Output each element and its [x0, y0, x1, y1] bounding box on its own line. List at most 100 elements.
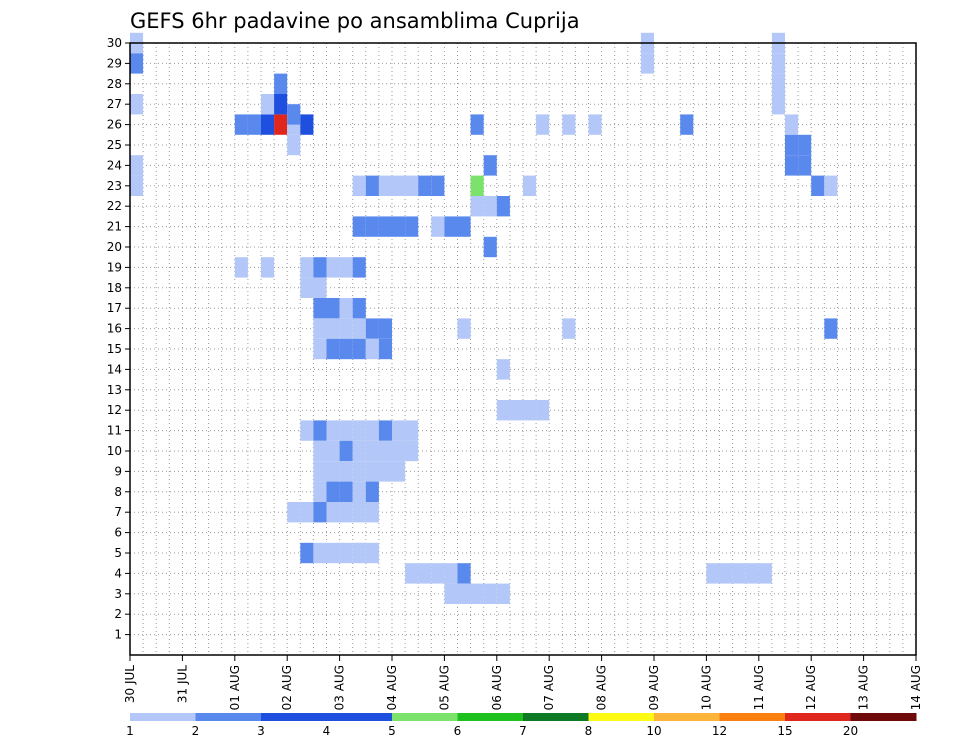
precip-cell [287, 502, 301, 523]
precip-cell [313, 542, 327, 564]
precip-cell [313, 481, 327, 502]
colorbar-label: 8 [585, 724, 593, 738]
colorbar-swatch [588, 713, 655, 721]
precip-cell [378, 420, 392, 441]
x-tick-label: 30 JUL [123, 665, 137, 703]
x-tick-label: 09 AUG [647, 665, 661, 710]
precip-cell [509, 400, 523, 421]
precip-cell [798, 134, 812, 156]
precip-cell [300, 420, 314, 441]
precip-cell [326, 502, 340, 523]
precip-cell [326, 461, 340, 482]
precip-cell [274, 94, 288, 115]
precip-cell [470, 114, 484, 135]
precip-cell [287, 104, 301, 125]
precip-cell [234, 114, 248, 135]
y-tick-label: 3 [114, 587, 122, 601]
precip-cell [365, 440, 379, 462]
precip-cells [130, 32, 838, 604]
precip-cell [313, 420, 327, 441]
x-tick-label: 13 AUG [857, 665, 871, 710]
precip-cell [339, 257, 353, 278]
precip-cell [680, 114, 694, 135]
precip-cell [326, 440, 340, 462]
precip-cell [536, 114, 550, 135]
precip-cell [470, 175, 484, 196]
precip-cell [326, 318, 340, 339]
precip-cell [339, 502, 353, 523]
precip-cell [130, 175, 144, 196]
grid-lines [130, 43, 916, 655]
precip-cell [352, 502, 366, 523]
y-tick-label: 20 [107, 240, 122, 254]
colorbar-label: 15 [777, 724, 792, 738]
precip-cell [130, 53, 144, 74]
precip-cell [444, 583, 458, 604]
colorbar: 1 2 3 4 5 6 7 8 10 12 15 20 [126, 713, 917, 738]
y-tick-label: 1 [114, 628, 122, 642]
precip-cell [457, 216, 471, 237]
precip-cell [588, 114, 602, 135]
precip-cell [444, 216, 458, 237]
precip-cell [300, 114, 314, 135]
x-tick-label: 03 AUG [333, 665, 347, 710]
precip-cell [771, 94, 785, 115]
precip-cell [300, 542, 314, 564]
y-tick-label: 21 [107, 220, 122, 234]
colorbar-swatch [523, 713, 589, 721]
precip-cell [444, 563, 458, 584]
y-tick-label: 6 [114, 526, 122, 540]
x-tick-label: 10 AUG [699, 665, 713, 710]
precip-cell [392, 420, 406, 441]
precip-cell [431, 175, 445, 196]
x-tick-label: 06 AUG [490, 665, 504, 710]
colorbar-label: 10 [646, 724, 661, 738]
precip-cell [745, 563, 759, 584]
precip-cell [405, 175, 419, 196]
precip-cell [392, 175, 406, 196]
y-tick-label: 11 [107, 424, 122, 438]
y-tick-label: 13 [107, 383, 122, 397]
y-tick-label: 12 [107, 403, 122, 417]
precip-cell [300, 277, 314, 298]
y-tick-label: 7 [114, 505, 122, 519]
precip-cell [365, 461, 379, 482]
precip-cell [719, 563, 733, 584]
precip-cell [470, 583, 484, 604]
y-tick-label: 27 [107, 97, 122, 111]
colorbar-swatch [654, 713, 720, 721]
y-tick-label: 10 [107, 444, 122, 458]
y-tick-label: 18 [107, 281, 122, 295]
precip-cell [339, 338, 353, 360]
precip-cell [798, 155, 812, 176]
precip-cell [352, 318, 366, 339]
precip-cell [418, 175, 432, 196]
precip-cell [405, 216, 419, 237]
precip-cell [300, 257, 314, 278]
colorbar-swatch [130, 713, 196, 721]
precip-cell [824, 318, 838, 339]
precip-cell [352, 298, 366, 319]
x-tick-label: 08 AUG [595, 665, 609, 710]
precip-cell [771, 73, 785, 94]
precip-cell [378, 461, 392, 482]
colorbar-swatch [261, 713, 327, 721]
colorbar-label: 4 [323, 724, 331, 738]
precip-cell [261, 114, 275, 135]
precip-cell [785, 114, 799, 135]
precip-cell [392, 216, 406, 237]
precip-cell [352, 338, 366, 360]
precip-cell [274, 114, 288, 135]
precip-cell [352, 175, 366, 196]
precip-cell [313, 338, 327, 360]
precip-cell [562, 318, 576, 339]
precip-cell [365, 216, 379, 237]
precip-cell [483, 155, 497, 176]
y-tick-label: 14 [107, 362, 122, 376]
precip-cell [339, 440, 353, 462]
precip-cell [313, 298, 327, 319]
precip-cell [405, 563, 419, 584]
precip-cell [352, 440, 366, 462]
precip-cell [405, 420, 419, 441]
